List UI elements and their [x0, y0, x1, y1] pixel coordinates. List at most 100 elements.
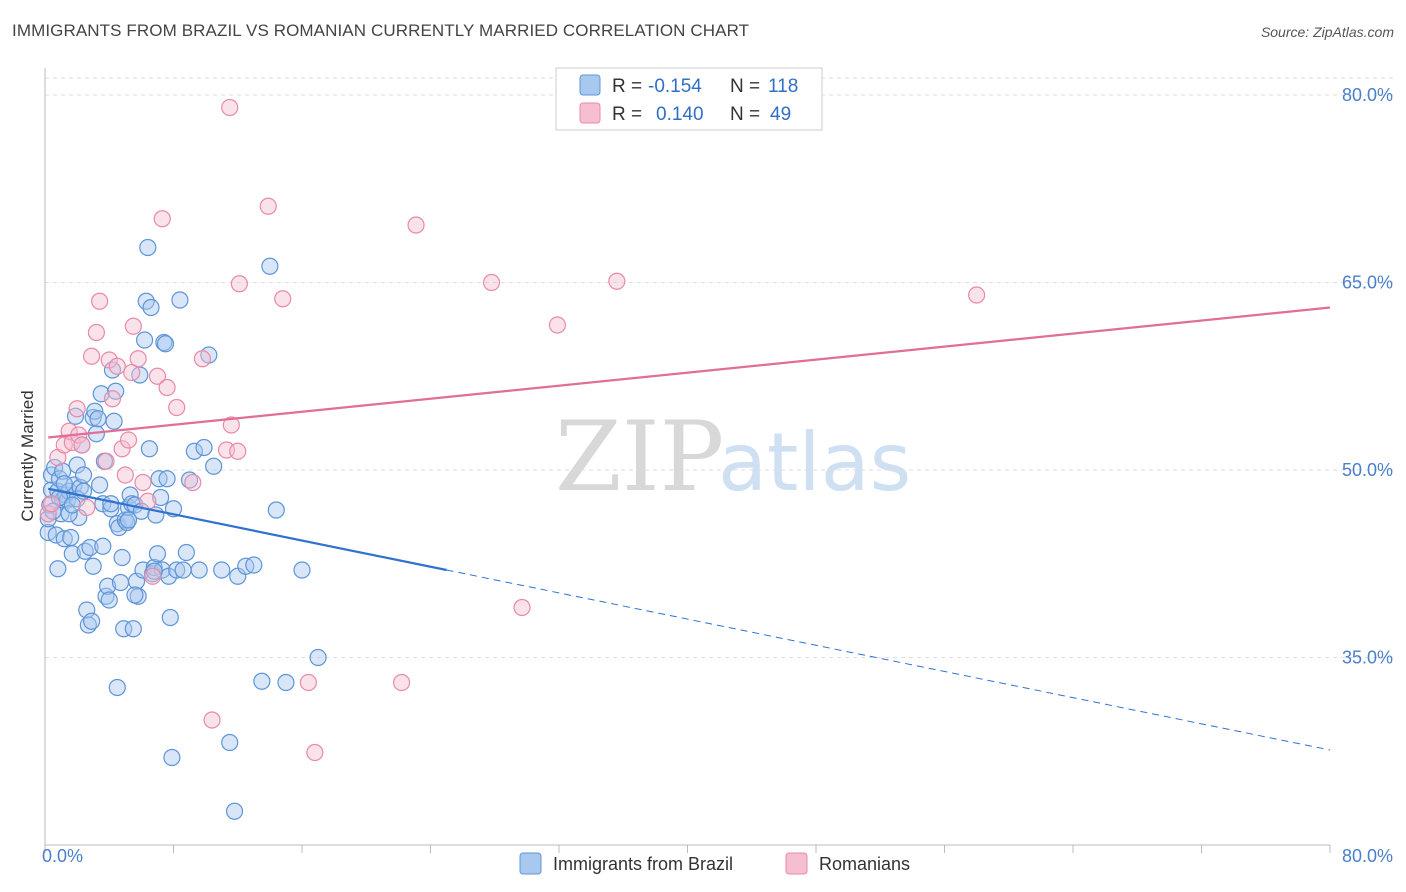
brazil-point-79: [161, 608, 179, 627]
romanian-point-44: [548, 316, 566, 334]
brazil-point-35: [91, 476, 109, 494]
romanian-point-31: [193, 350, 212, 368]
romanian-point-10: [82, 347, 101, 365]
romanian-point-1: [42, 495, 61, 513]
brazil-point-65: [139, 238, 157, 257]
brazil-point-17: [62, 528, 80, 547]
brazil-point-54: [121, 486, 139, 504]
brazil-point-36: [92, 385, 110, 403]
legend-r-label-brazil: R =: [612, 76, 642, 97]
stats-legend: R = -0.154 N = 118 R = 0.140 N = 49: [555, 67, 823, 131]
romanian-point-29: [168, 398, 186, 417]
romanian-point-17: [113, 440, 131, 458]
brazil-point-40: [99, 577, 117, 595]
x-tick-label-min: 0.0%: [42, 846, 83, 866]
brazil-point-29: [81, 538, 99, 557]
brazil-point-95: [245, 556, 263, 574]
romanian-point-16: [108, 357, 126, 375]
brazil-point-41: [100, 591, 118, 609]
brazil-point-13: [55, 530, 73, 548]
brazil-series: [39, 238, 327, 820]
brazil-point-30: [82, 612, 101, 630]
bottom-legend-label-brazil: Immigrants from Brazil: [553, 854, 733, 874]
romanian-point-12: [91, 292, 109, 310]
romanian-trend-line: [48, 306, 1331, 439]
romanian-point-47: [221, 98, 239, 117]
brazil-point-91: [213, 561, 231, 579]
romanian-point-19: [119, 431, 138, 449]
romanian-series: [39, 98, 986, 762]
brazil-point-112: [94, 537, 112, 555]
romanian-point-6: [68, 400, 86, 418]
bottom-legend-swatch-brazil: [519, 852, 542, 875]
legend-swatch-brazil: [579, 74, 601, 96]
trend-lines: [47, 306, 1331, 751]
romanian-point-30: [184, 473, 202, 492]
romanian-point-27: [153, 210, 171, 228]
legend-n-value-romanian: 49: [770, 104, 791, 125]
y-tick-labels: 35.0% 50.0% 65.0% 80.0%: [1342, 85, 1393, 668]
brazil-point-86: [185, 442, 203, 460]
y-tick-label-50: 50.0%: [1342, 460, 1393, 480]
brazil-point-18: [63, 545, 81, 563]
romanian-point-34: [222, 416, 240, 434]
romanian-point-11: [87, 323, 106, 342]
legend-n-label-romanian: N =: [730, 104, 760, 125]
romanian-point-46: [968, 286, 986, 304]
romanian-point-38: [299, 673, 318, 692]
romanian-point-48: [229, 442, 247, 460]
brazil-trend-extension: [446, 569, 1331, 751]
brazil-point-103: [163, 748, 181, 767]
brazil-point-76: [156, 335, 175, 353]
legend-r-value-brazil: -0.154: [648, 76, 702, 97]
brazil-point-7: [49, 560, 67, 578]
brazil-point-88: [195, 438, 213, 457]
romanian-point-25: [144, 567, 162, 585]
brazil-trend-line: [47, 487, 447, 572]
brazil-point-6: [47, 526, 65, 544]
brazil-point-90: [205, 457, 223, 475]
y-axis-label: Currently Married: [18, 390, 37, 521]
romanian-point-28: [158, 378, 176, 397]
chart-title: IMMIGRANTS FROM BRAZIL VS ROMANIAN CURRE…: [12, 21, 750, 40]
brazil-point-92: [221, 733, 239, 752]
romanian-point-21: [124, 317, 142, 335]
brazil-point-34: [89, 410, 107, 428]
romanian-point-43: [513, 598, 531, 617]
watermark-zip: ZIP: [555, 401, 724, 513]
brazil-point-71: [148, 545, 167, 563]
brazil-point-83: [174, 561, 192, 579]
romanian-point-39: [306, 743, 324, 762]
romanian-point-40: [392, 673, 411, 692]
legend-n-value-brazil: 118: [768, 76, 798, 97]
source-credit: Source: ZipAtlas.com: [1260, 24, 1394, 40]
brazil-point-117: [63, 496, 81, 514]
brazil-point-63: [135, 331, 154, 349]
romanian-point-20: [123, 363, 141, 382]
brazil-point-101: [309, 648, 327, 667]
brazil-point-49: [113, 548, 131, 567]
brazil-point-115: [126, 586, 144, 604]
romanian-point-8: [73, 436, 91, 454]
y-tick-label-80: 80.0%: [1342, 85, 1393, 105]
romanian-point-23: [134, 473, 152, 492]
romanian-point-42: [482, 273, 501, 292]
romanian-point-35: [230, 275, 248, 293]
brazil-point-48: [111, 573, 130, 592]
brazil-point-85: [180, 471, 199, 489]
brazil-point-5: [46, 458, 64, 477]
brazil-point-105: [84, 557, 102, 575]
brazil-point-67: [142, 298, 160, 317]
brazil-point-27: [78, 601, 96, 619]
legend-swatch-romanian: [579, 102, 601, 124]
romanian-point-22: [129, 350, 147, 368]
brazil-point-98: [267, 501, 285, 519]
bottom-legend-swatch-romanian: [785, 852, 808, 875]
brazil-point-110: [119, 511, 138, 529]
bottom-legend-label-romanian: Romanians: [819, 854, 910, 874]
romanian-point-36: [259, 197, 277, 215]
brazil-point-56: [124, 620, 142, 638]
series-legend: Immigrants from Brazil Romanians: [519, 852, 910, 875]
axes: [44, 68, 1331, 853]
